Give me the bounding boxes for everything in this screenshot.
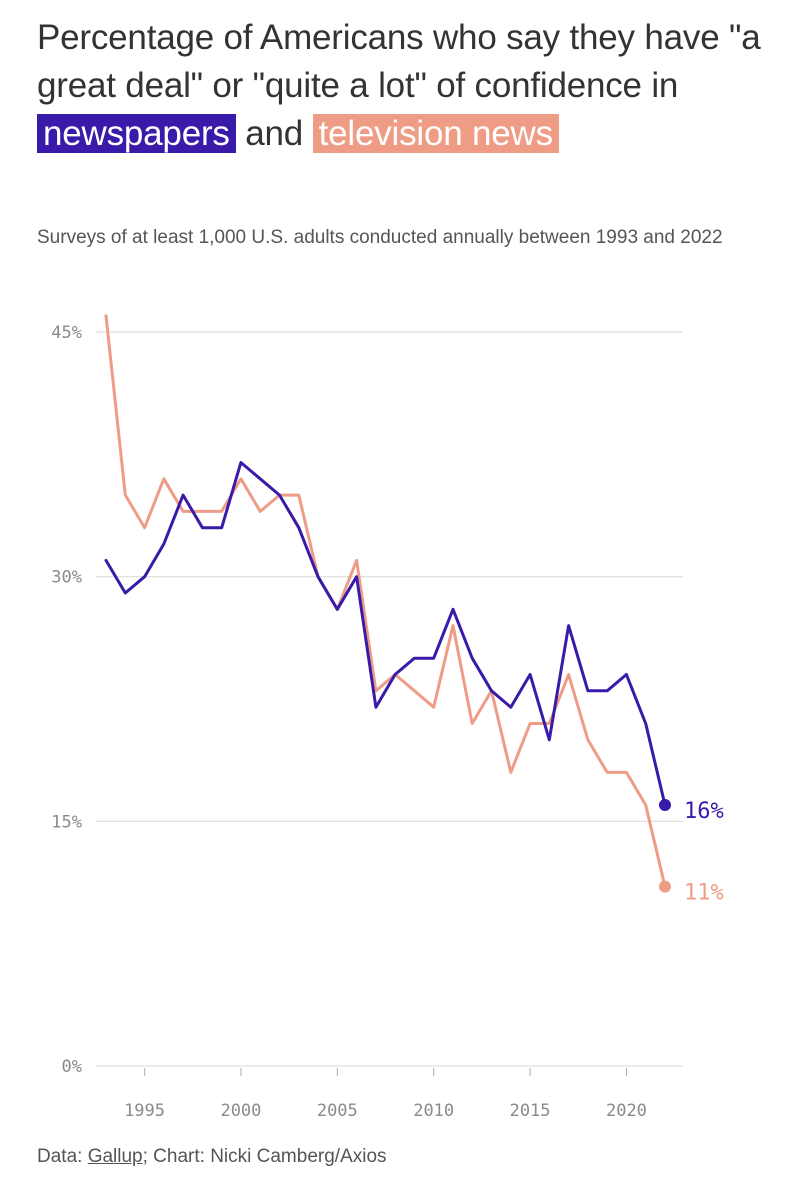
title-and: and: [245, 114, 304, 153]
footer-credit: ; Chart: Nicki Camberg/Axios: [142, 1146, 387, 1167]
y-tick-label: 30%: [51, 568, 82, 588]
newspapers-highlight: newspapers: [37, 114, 236, 153]
y-tick-label: 15%: [51, 812, 82, 832]
television-highlight: television news: [312, 114, 559, 153]
line-chart: 0% 15% 30% 45% 1995 2000 2005 2010 2015 2020 11% 16…: [51, 314, 724, 1121]
y-tick-label: 45%: [51, 323, 82, 343]
television-news-series-line: [104, 314, 667, 889]
chart-subtitle: Surveys of at least 1,000 U.S. adults co…: [37, 227, 723, 248]
x-tick-label: 2005: [317, 1101, 358, 1121]
y-tick-label: 0%: [62, 1057, 82, 1077]
newspapers-end-point: [659, 799, 671, 812]
television-news-end-label: 11%: [684, 881, 724, 906]
x-tick-label: 2015: [510, 1101, 551, 1121]
x-tick-label: 1995: [124, 1101, 165, 1121]
x-tick-label: 2000: [220, 1101, 261, 1121]
chart-title: Percentage of Americans who say they hav…: [37, 14, 767, 158]
x-tick-label: 2020: [606, 1101, 647, 1121]
television-news-end-point: [659, 880, 671, 893]
footer-data-label: Data:: [37, 1146, 83, 1167]
chart-footer: Data: Gallup; Chart: Nicki Camberg/Axios: [37, 1146, 387, 1168]
newspapers-end-label: 16%: [684, 799, 724, 824]
title-text: Percentage of Americans who say they hav…: [37, 18, 761, 105]
newspapers-series-line: [104, 461, 667, 807]
gallup-source-link[interactable]: Gallup: [87, 1146, 143, 1167]
x-tick-label: 2010: [413, 1101, 454, 1121]
